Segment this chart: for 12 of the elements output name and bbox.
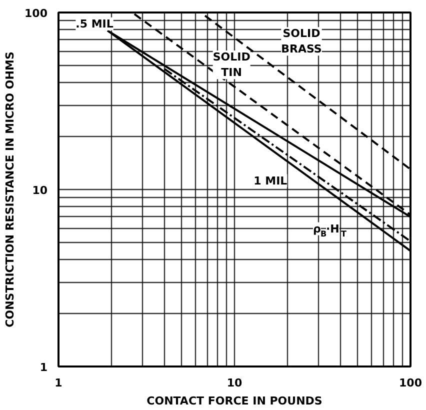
- x-axis-title: CONTACT FORCE IN POUNDS: [146, 394, 322, 408]
- x-tick-label: 100: [399, 376, 422, 390]
- annotation: .5 MIL: [76, 17, 114, 30]
- x-tick-label: 1: [54, 376, 62, 390]
- y-tick-label: 10: [32, 184, 48, 197]
- y-tick-label: 100: [24, 7, 48, 20]
- y-axis-title: CONSTRICTION RESISTANCE IN MICRO OHMS: [4, 52, 17, 328]
- annotation: SOLID BRASS: [281, 27, 322, 56]
- annotation: 1 MIL: [254, 174, 288, 188]
- x-tick-label: 10: [226, 376, 242, 390]
- y-tick-label: 1: [40, 361, 48, 374]
- annotation: SOLID TIN: [212, 50, 250, 80]
